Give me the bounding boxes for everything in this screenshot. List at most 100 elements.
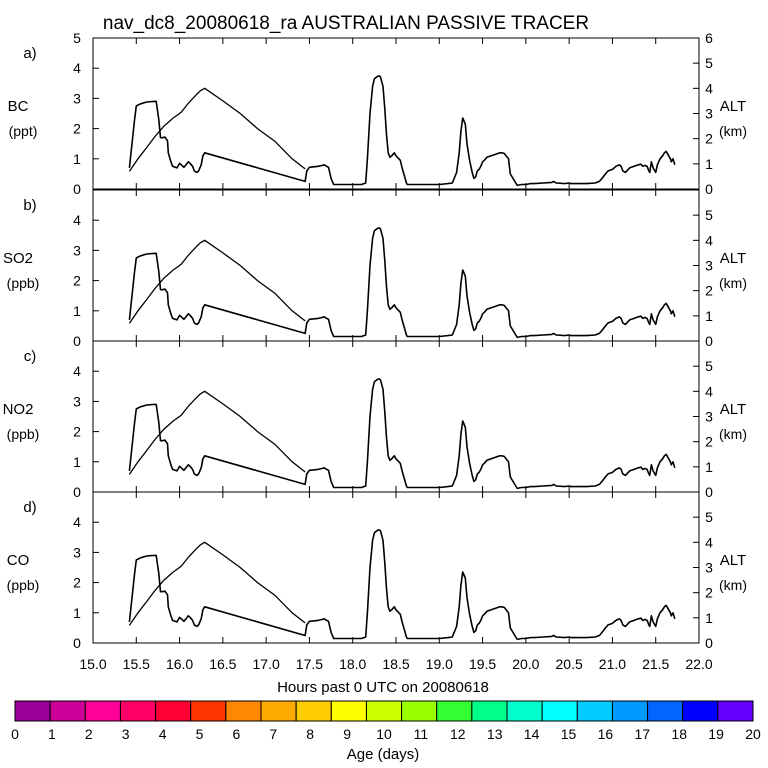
left-tick-label: 3: [73, 242, 81, 258]
x-tick-label: 17.5: [296, 656, 323, 672]
colorbar-tick-label: 12: [450, 726, 466, 742]
x-tick-label: 18.5: [382, 656, 409, 672]
colorbar-tick-label: 13: [487, 726, 503, 742]
colorbar-swatch: [682, 700, 719, 722]
x-tick-label: 22.0: [685, 656, 712, 672]
colorbar-tick-label: 10: [376, 726, 392, 742]
right-tick-label: 0: [705, 181, 713, 197]
colorbar-swatch: [717, 700, 754, 722]
left-tick-label: 2: [73, 424, 81, 440]
colorbar-swatch: [576, 700, 613, 722]
colorbar-swatch: [401, 700, 438, 722]
x-tick-label: 20.5: [556, 656, 583, 672]
left-tick-label: 4: [73, 514, 81, 530]
x-tick-label: 15.0: [79, 656, 106, 672]
right-tick-label: 5: [705, 207, 713, 223]
panel-no2: 0 1 2 3 4 0 1 2 3 4 5 c) NO2 (ppb) ALT (km): [3, 340, 747, 500]
species-unit: (ppb): [7, 577, 40, 593]
panel-letter: d): [23, 499, 36, 516]
altitude-unit: (km): [719, 275, 747, 291]
right-tick-label: 2: [705, 434, 713, 450]
colorbar-tick-label: 5: [196, 726, 204, 742]
left-tick-label: 0: [73, 635, 81, 651]
x-tick-label: 19.5: [469, 656, 496, 672]
tracer-line: [128, 75, 676, 187]
altitude-line: [128, 87, 306, 172]
colorbar-tick-label: 15: [561, 726, 577, 742]
colorbar-swatch: [506, 700, 543, 722]
chart-title: nav_dc8_20080618_ra AUSTRALIAN PASSIVE T…: [103, 13, 589, 34]
x-tick-label: 17.0: [253, 656, 280, 672]
colorbar-swatch: [471, 700, 508, 722]
colorbar-tick-label: 17: [635, 726, 651, 742]
colorbar-swatch: [330, 700, 367, 722]
right-tick-label: 4: [705, 80, 713, 96]
species-unit: (ppb): [7, 426, 40, 442]
altitude-line: [128, 239, 306, 324]
left-tick-label: 4: [73, 363, 81, 379]
right-tick-label: 3: [705, 560, 713, 576]
species-name: NO2: [3, 401, 34, 418]
colorbar-swatch: [225, 700, 262, 722]
x-tick-label: 21.0: [599, 656, 626, 672]
left-tick-label: 3: [73, 544, 81, 560]
left-tick-label: 2: [73, 121, 81, 137]
colorbar-tick-label: 16: [598, 726, 614, 742]
colorbar-label: Age (days): [347, 746, 420, 763]
altitude-name: ALT: [720, 401, 746, 418]
tracer-line: [128, 528, 676, 641]
altitude-name: ALT: [720, 250, 746, 267]
right-tick-label: 1: [705, 156, 713, 172]
colorbar-swatch: [84, 700, 121, 722]
colorbar-swatch: [436, 700, 473, 722]
altitude-unit: (km): [719, 426, 747, 442]
right-tick-label: 3: [705, 106, 713, 122]
right-tick-label: 0: [705, 333, 713, 349]
right-tick-label: 2: [705, 585, 713, 601]
panels: 0 1 2 3 4 5 0 1 2 3 4 5 6 a) BC (ppt) ALT (km) 0 1 2 3 4 0 1 2 3 4 5…: [3, 30, 747, 651]
colorbar-swatch: [365, 700, 403, 722]
colorbar-tick-label: 8: [306, 726, 314, 742]
left-tick-label: 1: [73, 151, 81, 167]
colorbar-tick-label: 0: [11, 726, 19, 742]
right-tick-label: 5: [705, 509, 713, 525]
colorbar-swatch: [260, 700, 297, 722]
right-tick-label: 1: [705, 459, 713, 475]
right-tick-label: 4: [705, 232, 713, 248]
left-tick-label: 5: [73, 30, 81, 46]
colorbar-swatch: [190, 700, 227, 722]
left-tick-label: 4: [73, 60, 81, 76]
right-tick-label: 2: [705, 131, 713, 147]
colorbar-tick-label: 7: [269, 726, 277, 742]
left-tick-label: 2: [73, 575, 81, 591]
right-tick-label: 5: [705, 358, 713, 374]
colorbar-tick-label: 4: [159, 726, 167, 742]
colorbar-tick-label: 11: [414, 726, 429, 742]
colorbar-swatch: [14, 700, 51, 722]
colorbar-tick-label: 19: [708, 726, 724, 742]
right-tick-label: 0: [705, 635, 713, 651]
colorbar-tick-label: 6: [233, 726, 241, 742]
right-tick-label: 4: [705, 383, 713, 399]
colorbar-tick-label: 3: [122, 726, 130, 742]
altitude-line: [128, 390, 306, 475]
colorbar-tick-label: 2: [85, 726, 93, 742]
right-tick-label: 0: [705, 484, 713, 500]
left-tick-label: 2: [73, 273, 81, 289]
panel-co: 0 1 2 3 4 0 1 2 3 4 5 d) CO (ppb) ALT (km): [7, 491, 747, 651]
colorbar-swatch: [647, 700, 684, 722]
left-tick-label: 0: [73, 181, 81, 197]
panel-letter: b): [23, 197, 36, 214]
colorbar-swatch: [295, 700, 332, 722]
colorbar-swatch: [541, 700, 578, 722]
x-tick-label: 20.0: [512, 656, 539, 672]
species-name: SO2: [3, 250, 33, 267]
altitude-name: ALT: [720, 552, 746, 569]
right-tick-label: 5: [705, 55, 713, 71]
tracer-line: [128, 377, 676, 490]
left-tick-label: 1: [73, 454, 81, 470]
species-name: CO: [7, 552, 30, 569]
right-tick-label: 6: [705, 30, 713, 46]
altitude-unit: (km): [719, 577, 747, 593]
